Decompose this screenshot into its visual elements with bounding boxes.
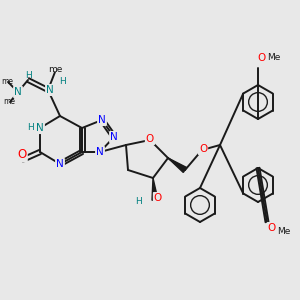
Text: H: H bbox=[58, 77, 65, 86]
Text: me: me bbox=[1, 77, 13, 86]
Text: N: N bbox=[56, 159, 64, 169]
Text: H: H bbox=[135, 197, 141, 206]
Text: O: O bbox=[17, 148, 27, 161]
Text: Me: Me bbox=[267, 53, 281, 62]
Text: Me: Me bbox=[277, 226, 291, 236]
Text: O: O bbox=[199, 144, 207, 154]
Text: N: N bbox=[14, 87, 22, 97]
Text: N: N bbox=[98, 115, 106, 125]
Polygon shape bbox=[152, 178, 158, 200]
Text: O: O bbox=[258, 53, 266, 63]
Text: H: H bbox=[27, 124, 33, 133]
Text: me: me bbox=[48, 64, 62, 74]
Text: N: N bbox=[96, 147, 104, 157]
Text: H: H bbox=[25, 70, 32, 80]
Text: me: me bbox=[3, 98, 15, 106]
Text: O: O bbox=[268, 223, 276, 233]
Text: N: N bbox=[46, 85, 54, 95]
Text: O: O bbox=[146, 134, 154, 144]
Polygon shape bbox=[168, 158, 187, 172]
Text: O: O bbox=[154, 193, 162, 203]
Text: N: N bbox=[110, 132, 118, 142]
Text: N: N bbox=[36, 123, 44, 133]
